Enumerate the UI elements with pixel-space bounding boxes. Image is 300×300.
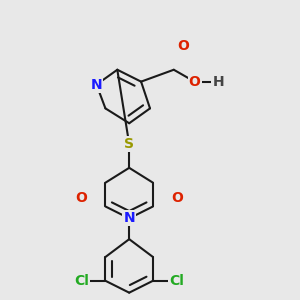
Text: H: H (212, 75, 224, 88)
Text: O: O (189, 75, 200, 88)
Text: Cl: Cl (74, 274, 89, 288)
Text: N: N (123, 212, 135, 225)
Text: O: O (171, 190, 183, 205)
Text: O: O (177, 39, 189, 53)
Text: S: S (124, 137, 134, 151)
Text: N: N (91, 78, 102, 92)
Text: O: O (76, 190, 88, 205)
Text: Cl: Cl (169, 274, 184, 288)
